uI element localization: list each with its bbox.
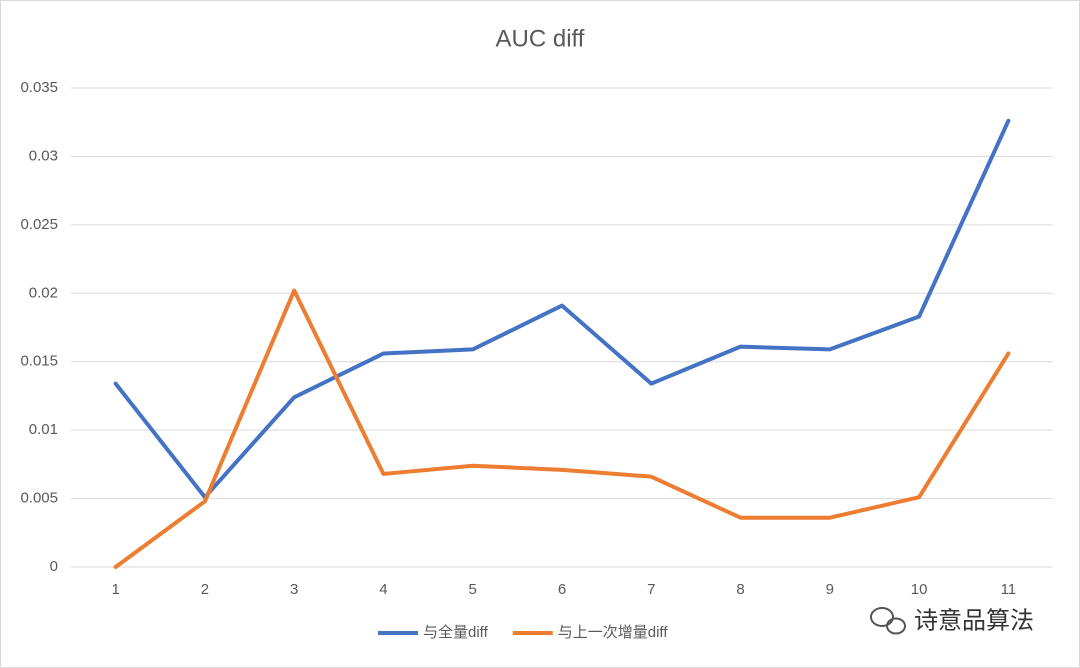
y-tick-label: 0.025 xyxy=(20,216,58,233)
y-tick-label: 0.035 xyxy=(20,79,58,96)
x-tick-label: 8 xyxy=(736,581,744,598)
watermark: 诗意品算法 xyxy=(914,607,1034,634)
y-tick-label: 0.03 xyxy=(29,147,58,164)
y-tick-label: 0.015 xyxy=(20,353,58,370)
x-tick-label: 5 xyxy=(469,581,477,598)
watermark-icon xyxy=(870,607,906,635)
x-tick-label: 7 xyxy=(647,581,655,598)
x-tick-label: 4 xyxy=(379,581,387,598)
x-tick-label: 11 xyxy=(1001,581,1017,598)
x-tick-label: 3 xyxy=(290,581,298,598)
y-tick-label: 0.01 xyxy=(29,421,58,438)
y-tick-label: 0.005 xyxy=(20,490,58,507)
legend-label: 与上一次增量diff xyxy=(558,624,669,641)
series-line xyxy=(113,288,1011,569)
x-tick-label: 6 xyxy=(558,581,566,598)
x-tick-label: 9 xyxy=(826,581,834,598)
legend-label: 与全量diff xyxy=(423,623,489,641)
chart-title: AUC diff xyxy=(496,25,585,52)
x-tick-label: 2 xyxy=(201,581,209,598)
y-tick-label: 0 xyxy=(50,558,58,575)
y-tick-label: 0.02 xyxy=(29,284,58,301)
series-line xyxy=(113,118,1011,500)
x-tick-label: 10 xyxy=(911,581,928,598)
x-tick-label: 1 xyxy=(111,581,119,598)
